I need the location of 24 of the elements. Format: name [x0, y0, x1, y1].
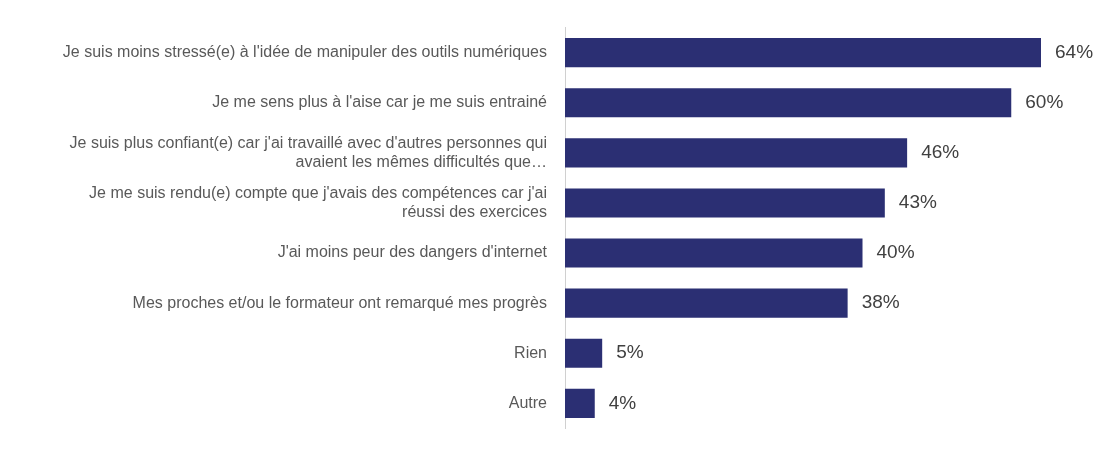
bar [565, 288, 848, 318]
y-tick-label: Je suis plus confiant(e) car j'ai travaillé avec d'autres personnes qui avaient les mêmes difficultés que… [69, 133, 547, 170]
data-label: 46% [921, 141, 960, 163]
y-tick-label: J'ai moins peur des dangers d'internet [277, 243, 548, 261]
y-tick-label: Je suis moins stressé(e) à l'idée de manipuler des outils numériques [62, 43, 547, 61]
data-label: 60% [1025, 90, 1064, 112]
bar [565, 238, 863, 268]
y-tick-label: Je me suis rendu(e) compte que j'avais des compétences car j'ai réussi des exercices [89, 183, 547, 220]
data-label: 5% [616, 341, 644, 363]
data-label: 38% [861, 291, 900, 313]
data-label: 40% [876, 241, 915, 263]
bar [565, 88, 1012, 118]
bar [565, 38, 1041, 68]
bar [565, 388, 595, 418]
y-tick-label: Rien [514, 343, 547, 361]
bar [565, 338, 603, 368]
bar [565, 188, 885, 218]
y-tick-label: Mes proches et/ou le formateur ont remarqué mes progrès [132, 293, 547, 311]
data-label: 4% [608, 391, 637, 413]
data-label: 43% [898, 191, 937, 213]
data-label: 64% [1055, 40, 1094, 62]
bar [565, 138, 908, 168]
y-tick-label: Je me sens plus à l'aise car je me suis entrainé [212, 93, 548, 111]
y-tick-label: Autre [508, 393, 548, 411]
